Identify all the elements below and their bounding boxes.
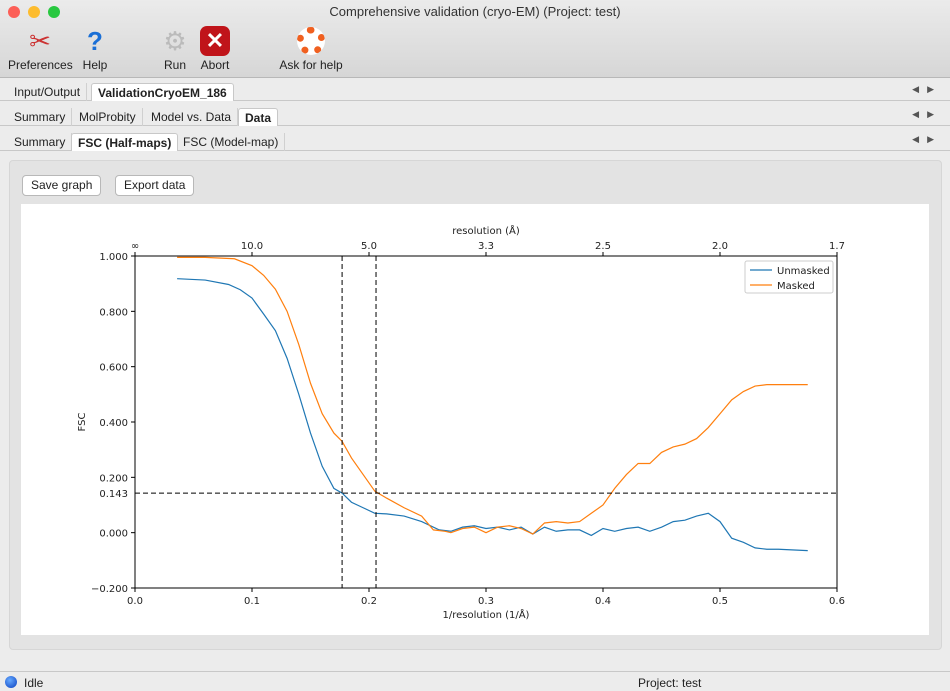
help-label: Help — [82, 58, 108, 72]
threshold-label: 0.143 — [99, 489, 128, 500]
top-axis-label: resolution (Å) — [452, 224, 520, 237]
title-bar: Comprehensive validation (cryo-EM) (Proj… — [0, 0, 950, 78]
tab-input-output[interactable]: Input/Output — [8, 83, 88, 101]
preferences-button[interactable]: ✂ Preferences — [8, 24, 73, 73]
x-tick-label: 0.3 — [478, 596, 494, 607]
status-indicator-icon — [5, 676, 17, 688]
wrench-screwdriver-icon: ✂ — [29, 25, 51, 56]
ask-for-help-button[interactable]: Ask for help — [276, 24, 346, 72]
zoom-window-button[interactable] — [48, 6, 60, 18]
export-data-button[interactable]: Export data — [115, 175, 195, 196]
y-tick-label: 0.400 — [99, 418, 128, 429]
top-tick-label: 5.0 — [361, 241, 377, 252]
project-status: Project: test — [638, 676, 702, 690]
window-title: Comprehensive validation (cryo-EM) (Proj… — [329, 4, 621, 19]
close-window-button[interactable] — [8, 6, 20, 18]
x-tick-label: 0.0 — [127, 596, 143, 607]
x-axis-label: 1/resolution (1/Å) — [443, 608, 530, 621]
tab-scroll-arrows[interactable]: ◀▶ — [912, 109, 942, 119]
tab-fsc-half-maps[interactable]: FSC (Half-maps) — [71, 133, 179, 151]
lifebuoy-icon — [276, 24, 346, 58]
x-tick-label: 0.2 — [361, 596, 377, 607]
run-button[interactable]: ⚙ Run — [158, 24, 192, 73]
series-line-unmasked — [177, 278, 808, 552]
top-tick-label: 3.3 — [478, 241, 494, 252]
preferences-label: Preferences — [8, 58, 73, 72]
tab-validation[interactable]: ValidationCryoEM_186 — [91, 83, 234, 101]
y-tick-label: 1.000 — [99, 252, 128, 263]
help-button[interactable]: ? Help — [80, 24, 110, 73]
tab-summary[interactable]: Summary — [8, 108, 73, 126]
stop-x-icon: ✕ — [198, 24, 232, 58]
y-tick-label: 0.800 — [99, 307, 128, 318]
legend-label: Masked — [777, 281, 815, 292]
y-tick-label: −0.200 — [91, 584, 128, 595]
tab-scroll-arrows[interactable]: ◀▶ — [912, 84, 942, 94]
y-tick-label: 0.200 — [99, 473, 128, 484]
tab-data[interactable]: Data — [238, 108, 279, 126]
top-tick-label: ∞ — [131, 241, 139, 252]
fsc-chart: 0.0 0.1 0.2 0.3 0.4 0.5 0.6 ∞ 10.0 5.0 3.3 2.5 2.0 1.… — [21, 204, 929, 635]
tab-molprobity[interactable]: MolProbity — [73, 108, 143, 126]
x-tick-label: 0.4 — [595, 596, 611, 607]
save-graph-button[interactable]: Save graph — [22, 175, 102, 196]
tab-data-summary[interactable]: Summary — [8, 133, 73, 151]
result-tabs: Summary MolProbity Model vs. Data Data ◀… — [0, 106, 950, 126]
question-icon: ? — [87, 25, 103, 56]
minimize-window-button[interactable] — [28, 6, 40, 18]
x-tick-label: 0.6 — [829, 596, 845, 607]
legend-label: Unmasked — [777, 266, 830, 277]
fsc-plot: 0.0 0.1 0.2 0.3 0.4 0.5 0.6 ∞ 10.0 5.0 3.3 2.5 2.0 1.… — [77, 224, 845, 621]
y-tick-label: 0.600 — [99, 363, 128, 374]
abort-button[interactable]: ✕ Abort — [198, 24, 232, 72]
y-tick-label: 0.000 — [99, 529, 128, 540]
data-tabs: Summary FSC (Half-maps) FSC (Model-map) … — [0, 131, 950, 151]
status-text: Idle — [24, 676, 44, 690]
top-tick-label: 10.0 — [241, 241, 263, 252]
top-tick-label: 1.7 — [829, 241, 845, 252]
x-tick-label: 0.1 — [244, 596, 260, 607]
y-axis-label: FSC — [77, 413, 88, 432]
top-tick-label: 2.5 — [595, 241, 611, 252]
abort-label: Abort — [200, 58, 230, 72]
gear-icon: ⚙ — [163, 25, 187, 56]
ask-label: Ask for help — [279, 58, 343, 72]
status-bar: Idle Project: test — [0, 671, 950, 691]
tab-scroll-arrows[interactable]: ◀▶ — [912, 134, 942, 144]
tab-fsc-model-map[interactable]: FSC (Model-map) — [177, 133, 286, 151]
series-line-masked — [177, 256, 808, 535]
x-tick-label: 0.5 — [712, 596, 728, 607]
main-tabs: Input/Output ValidationCryoEM_186 ◀▶ — [0, 81, 950, 101]
run-label: Run — [163, 58, 186, 72]
tab-model-vs-data[interactable]: Model vs. Data — [145, 108, 239, 126]
top-tick-label: 2.0 — [712, 241, 728, 252]
